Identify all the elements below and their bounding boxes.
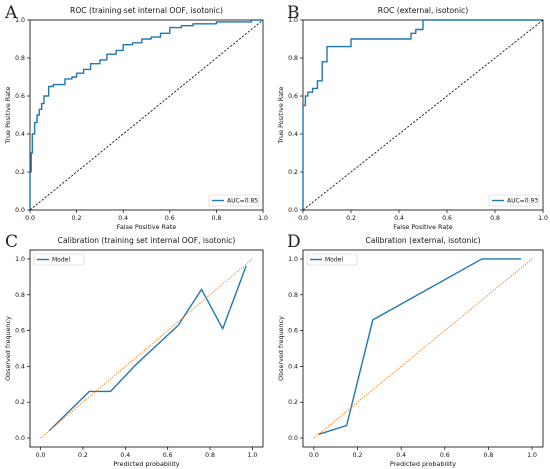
- y-tick-label: 0.8: [15, 292, 25, 299]
- chance-line: [302, 19, 544, 211]
- axes-frame: [29, 249, 264, 448]
- panel-b: B ROC (external, isotonic) 0.0 0.2 0.4 0.6 0.8…: [277, 3, 548, 231]
- y-tick-label: 1.0: [15, 17, 25, 24]
- x-axis-label: Predicted probability: [390, 460, 456, 468]
- model-line: [48, 265, 247, 432]
- x-tick-label: 0.0: [25, 215, 35, 222]
- x-axis-label: False Positive Rate: [117, 223, 176, 231]
- x-tick-label: 1.0: [258, 215, 268, 222]
- legend-box: [208, 194, 260, 207]
- x-tick-label: 0.6: [165, 215, 175, 222]
- x-axis-label: False Positive Rate: [393, 223, 452, 231]
- y-tick-label: 1.0: [288, 256, 298, 263]
- x-tick-label: 0.6: [163, 452, 173, 459]
- y-tick-label: 0.0: [15, 435, 25, 442]
- panel-letter: B: [287, 3, 300, 23]
- legend-box: [306, 253, 358, 266]
- x-tick-label: 0.0: [309, 452, 319, 459]
- x-tick-label: 0.0: [298, 215, 308, 222]
- y-tick-label: 0.8: [288, 55, 298, 62]
- legend: AUC=0.93: [488, 194, 540, 207]
- legend-box: [33, 253, 85, 266]
- x-tick-label: 0.8: [211, 215, 221, 222]
- x-tick-label: 1.0: [527, 452, 537, 459]
- y-tick-label: 0.4: [288, 131, 298, 138]
- x-tick-label: 0.4: [120, 452, 130, 459]
- y-tick-label: 0.6: [288, 328, 298, 335]
- perfect-calibration-line: [313, 258, 533, 439]
- y-tick-label: 0.0: [15, 207, 25, 214]
- chart-title: Calibration (external, isotonic): [365, 236, 480, 245]
- y-tick-label: 0.6: [15, 93, 25, 100]
- y-tick-label: 0.4: [288, 363, 298, 370]
- x-tick-label: 0.0: [36, 452, 46, 459]
- legend-label: AUC=0.85: [227, 198, 258, 205]
- x-tick-label: 1.0: [247, 452, 257, 459]
- model-line: [318, 258, 522, 436]
- y-tick-label: 0.2: [15, 399, 25, 406]
- y-axis-label: True Positive Rate: [4, 86, 12, 144]
- chart-title: ROC (training set internal OOF, isotonic…: [70, 6, 223, 15]
- y-tick-label: 0.4: [15, 363, 25, 370]
- y-tick-label: 0.0: [288, 435, 298, 442]
- y-tick-label: 0.8: [288, 292, 298, 299]
- panel-a: A ROC (training set internal OOF, isotoni…: [4, 3, 268, 231]
- legend: AUC=0.85: [208, 194, 260, 207]
- model-line: [302, 19, 543, 210]
- x-tick-label: 0.2: [346, 215, 356, 222]
- chance-line: [29, 19, 264, 211]
- y-axis-label: True Positive Rate: [277, 86, 285, 144]
- panel-letter: C: [5, 232, 18, 252]
- axes-frame: [302, 249, 544, 448]
- x-tick-label: 0.8: [205, 452, 215, 459]
- legend-label: Model: [325, 257, 343, 264]
- x-tick-label: 1.0: [538, 215, 548, 222]
- y-tick-label: 1.0: [288, 17, 298, 24]
- x-tick-label: 0.4: [394, 215, 404, 222]
- x-tick-label: 0.8: [484, 452, 494, 459]
- legend-box: [488, 194, 540, 207]
- legend: Model: [33, 253, 85, 266]
- x-tick-label: 0.2: [353, 452, 363, 459]
- y-tick-label: 0.2: [288, 169, 298, 176]
- y-tick-label: 0.6: [288, 93, 298, 100]
- legend-label: Model: [52, 257, 70, 264]
- x-tick-label: 0.2: [72, 215, 82, 222]
- y-tick-label: 0.4: [15, 131, 25, 138]
- panel-letter: A: [4, 3, 18, 23]
- panel-d: D Calibration (external, isotonic) 0.0 0.2 0…: [277, 232, 544, 468]
- y-tick-label: 0.2: [15, 169, 25, 176]
- legend-label: AUC=0.93: [507, 198, 538, 205]
- x-tick-label: 0.6: [440, 452, 450, 459]
- x-tick-label: 0.6: [442, 215, 452, 222]
- axes-frame: [29, 19, 264, 211]
- y-axis-label: Observed frequency: [4, 316, 12, 381]
- model-line: [29, 19, 263, 210]
- y-tick-label: 0.2: [288, 399, 298, 406]
- y-axis-label: Observed frequency: [277, 316, 285, 381]
- x-axis-label: Predicted probability: [113, 460, 179, 468]
- chart-title: Calibration (training set internal OOF, …: [58, 236, 236, 245]
- x-tick-label: 0.4: [118, 215, 128, 222]
- legend: Model: [306, 253, 358, 266]
- y-tick-label: 0.6: [15, 328, 25, 335]
- perfect-calibration-line: [40, 258, 253, 439]
- x-tick-label: 0.8: [490, 215, 500, 222]
- chart-title: ROC (external, isotonic): [378, 6, 468, 15]
- x-tick-label: 0.2: [78, 452, 88, 459]
- y-tick-label: 0.0: [288, 207, 298, 214]
- panel-letter: D: [287, 232, 301, 252]
- x-tick-label: 0.4: [396, 452, 406, 459]
- panel-c: C Calibration (training set internal OOF,…: [4, 232, 264, 468]
- y-tick-label: 0.8: [15, 55, 25, 62]
- y-tick-label: 1.0: [15, 256, 25, 263]
